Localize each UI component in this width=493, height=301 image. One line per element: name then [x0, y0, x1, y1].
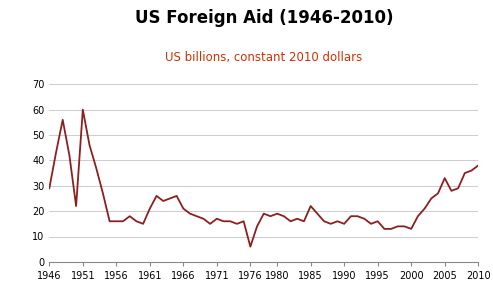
Text: US Foreign Aid (1946-2010): US Foreign Aid (1946-2010): [135, 9, 393, 27]
Text: US billions, constant 2010 dollars: US billions, constant 2010 dollars: [165, 51, 362, 64]
